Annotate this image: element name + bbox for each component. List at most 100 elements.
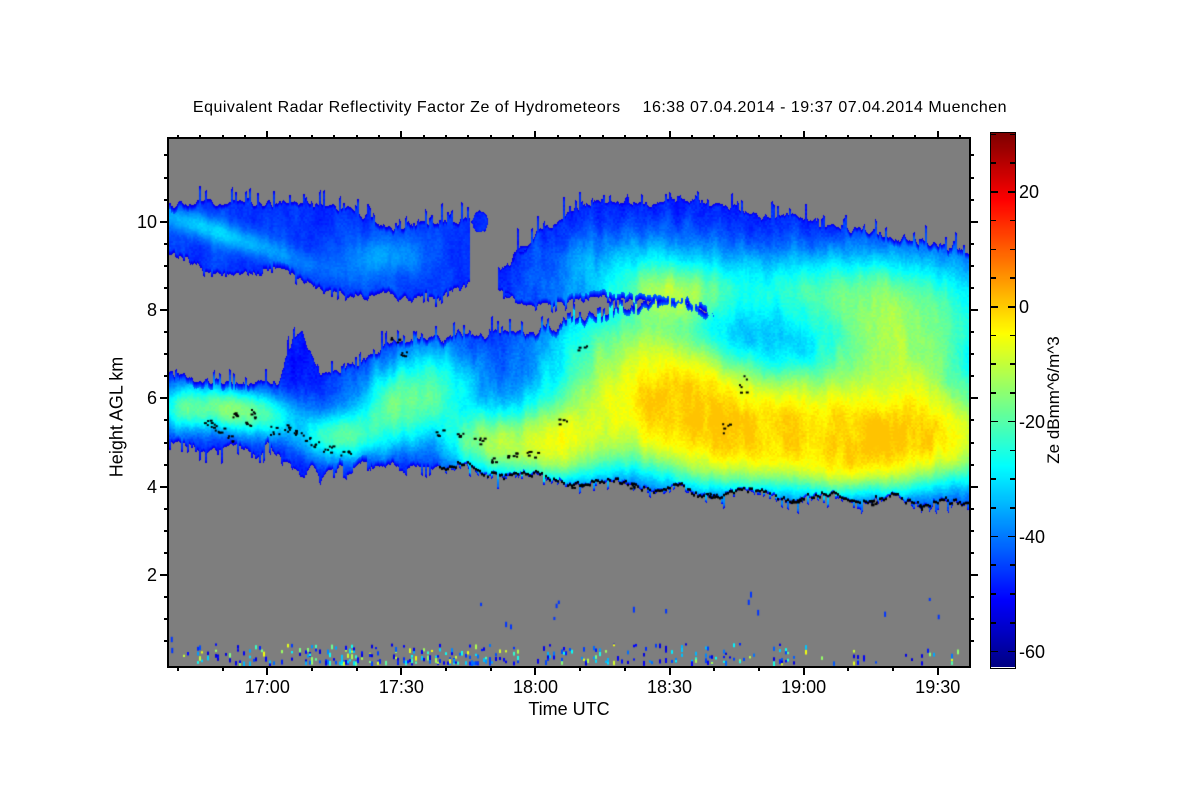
colorbar-tick <box>991 363 996 366</box>
y-axis-minor-tick <box>164 640 169 643</box>
y-axis-major-tick-right <box>969 573 978 576</box>
x-axis-minor-tick-top <box>378 135 381 139</box>
colorbar-tick <box>991 191 998 193</box>
colorbar-tick <box>991 535 998 538</box>
x-axis-minor-tick-top <box>243 135 246 139</box>
x-axis-minor-tick <box>489 666 492 671</box>
x-axis-tick-label: 19:00 <box>781 677 827 697</box>
x-axis-minor-tick-top <box>199 135 202 139</box>
x-axis-major-tick-top <box>668 131 671 139</box>
y-axis-minor-tick-right <box>969 286 974 289</box>
y-axis-major-tick-right <box>969 220 978 223</box>
y-axis-major-tick <box>160 220 169 223</box>
x-axis-major-tick <box>802 666 805 675</box>
x-axis-minor-tick-top <box>467 135 470 139</box>
colorbar-tick-right <box>1010 564 1015 567</box>
y-axis-minor-tick-right <box>969 507 974 510</box>
x-axis-minor-tick-top <box>512 135 515 139</box>
x-axis-minor-tick-top <box>735 135 738 139</box>
x-axis-minor-tick-top <box>646 135 649 139</box>
colorbar-tick <box>991 334 996 337</box>
y-axis-minor-tick-right <box>969 353 974 356</box>
y-axis-major-tick <box>160 397 169 400</box>
x-axis-minor-tick-top <box>690 135 693 139</box>
y-axis-minor-tick <box>164 353 169 356</box>
y-axis-minor-tick <box>164 507 169 510</box>
y-axis-major-tick-right <box>969 485 978 488</box>
x-axis-major-tick-top <box>534 131 537 139</box>
y-axis-minor-tick-right <box>969 529 974 532</box>
x-axis-tick-label: 18:00 <box>512 677 558 697</box>
y-axis-minor-tick-right <box>969 419 974 422</box>
x-axis-minor-tick <box>355 666 358 671</box>
x-axis-label: Time UTC <box>528 699 610 719</box>
y-axis-tick-label: 10 <box>136 211 157 232</box>
x-axis-major-tick-top <box>266 131 269 139</box>
colorbar-tick-right <box>1010 277 1015 279</box>
x-axis-minor-tick-top <box>579 135 582 139</box>
x-axis-minor-tick <box>757 666 760 671</box>
x-axis-minor-tick-top <box>780 135 783 139</box>
y-axis-minor-tick-right <box>969 441 974 444</box>
chart-title-timerange: 16:38 07.04.2014 - 19:37 07.04.2014 Muen… <box>642 99 1008 116</box>
x-axis-minor-tick <box>579 666 582 671</box>
colorbar-axis-label: Ze dBmm^6/m^3 <box>1044 336 1063 464</box>
colorbar-tick <box>991 162 996 165</box>
y-axis-tick-label: 4 <box>146 476 157 497</box>
colorbar-tick-label: 0 <box>1019 297 1030 318</box>
colorbar-tick-right <box>1008 535 1015 538</box>
colorbar-tick-right <box>1008 650 1015 653</box>
x-axis-major-tick-top <box>802 131 805 139</box>
x-axis-minor-tick <box>445 666 448 671</box>
colorbar-tick-right <box>1010 219 1015 222</box>
y-axis-major-tick-right <box>969 397 978 400</box>
y-axis-minor-tick-right <box>969 331 974 334</box>
colorbar-tick-right <box>1010 363 1015 366</box>
colorbar-tick-label: 20 <box>1019 182 1040 203</box>
x-axis-minor-tick-top <box>959 135 962 139</box>
y-axis-label: Height AGL km <box>106 356 127 478</box>
x-axis-minor-tick-top <box>757 135 760 139</box>
x-axis-minor-tick-top <box>422 135 425 139</box>
colorbar-tick <box>991 248 996 251</box>
colorbar-tick-right <box>1010 478 1015 480</box>
colorbar-tick <box>991 306 998 308</box>
x-axis-tick-label: 18:30 <box>647 677 693 697</box>
x-axis-major-tick-top <box>936 131 939 139</box>
x-axis-minor-tick-top <box>713 135 716 139</box>
x-axis-major-tick <box>534 666 537 675</box>
x-axis-minor-tick <box>892 666 895 671</box>
y-axis-major-tick <box>160 573 169 576</box>
y-axis-minor-tick <box>164 331 169 334</box>
y-axis-minor-tick-right <box>969 176 974 179</box>
y-axis-major-tick-right <box>969 309 978 312</box>
y-axis-minor-tick <box>164 551 169 554</box>
y-axis-minor-tick-right <box>969 264 974 267</box>
colorbar-tick-label: -60 <box>1019 641 1046 662</box>
x-axis-minor-tick-top <box>623 135 626 139</box>
x-axis-minor-tick-top <box>601 135 604 139</box>
y-axis-major-tick <box>160 485 169 488</box>
x-axis-minor-tick-top <box>445 135 448 139</box>
colorbar-tick-right <box>1008 306 1015 308</box>
y-axis-minor-tick <box>164 375 169 378</box>
colorbar-tick-label: -20 <box>1019 411 1046 432</box>
colorbar-tick <box>991 593 996 595</box>
x-axis-minor-tick-top <box>914 135 917 139</box>
colorbar-tick <box>991 277 996 279</box>
x-axis-minor-tick <box>713 666 716 671</box>
x-axis-minor-tick-top <box>221 135 224 139</box>
chart-title-main: Equivalent Radar Reflectivity Factor Ze … <box>192 99 621 116</box>
x-axis-minor-tick-top <box>176 135 179 139</box>
x-axis-minor-tick-top <box>333 135 336 139</box>
y-axis-minor-tick <box>164 441 169 444</box>
y-axis-minor-tick-right <box>969 154 974 157</box>
y-axis-minor-tick-right <box>969 551 974 554</box>
x-axis-minor-tick <box>623 666 626 671</box>
y-axis-minor-tick-right <box>969 198 974 201</box>
y-axis-minor-tick-right <box>969 242 974 245</box>
y-axis-minor-tick <box>164 618 169 621</box>
colorbar-tick-right <box>1008 420 1015 423</box>
colorbar-tick <box>991 449 996 452</box>
